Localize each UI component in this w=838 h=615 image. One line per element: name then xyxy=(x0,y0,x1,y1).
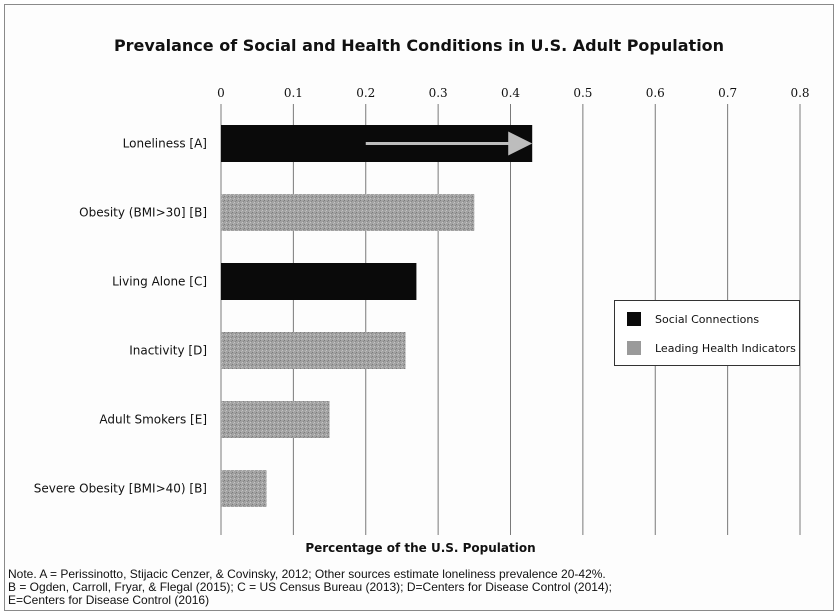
category-label: Living Alone [C] xyxy=(112,275,207,289)
bar xyxy=(221,401,330,438)
x-tick-label: 0.6 xyxy=(646,86,665,100)
legend-item-social: Social Connections xyxy=(627,312,759,326)
category-labels: Loneliness [A] Obesity (BMI>30] [B] Living… xyxy=(34,137,207,496)
legend-item-health: Leading Health Indicators xyxy=(627,341,796,355)
x-tick-label: 0.2 xyxy=(356,86,375,100)
bar xyxy=(221,194,475,231)
bar xyxy=(221,332,406,369)
footnote-line-2: B = Ogden, Carroll, Fryar, & Flegal (201… xyxy=(8,580,612,594)
x-tick-label: 0.5 xyxy=(573,86,592,100)
footnote-line-3: E=Centers for Disease Control (2016) xyxy=(8,593,210,607)
legend-label-health: Leading Health Indicators xyxy=(655,341,796,355)
category-label: Adult Smokers [E] xyxy=(99,413,207,427)
legend-swatch-social xyxy=(627,312,641,326)
category-label: Loneliness [A] xyxy=(123,137,207,151)
bar xyxy=(221,470,267,507)
category-label: Severe Obesity [BMI>40) [B] xyxy=(34,482,207,496)
footnote-line-1: Note. A = Perissinotto, Stijacic Cenzer,… xyxy=(8,567,606,581)
x-tick-label: 0.1 xyxy=(284,86,303,100)
legend-swatch-health xyxy=(627,341,641,355)
category-label: Inactivity [D] xyxy=(129,344,207,358)
x-tick-labels: 0 0.1 0.2 0.3 0.4 0.5 0.6 0.7 0.8 xyxy=(217,86,809,100)
chart-title: Prevalance of Social and Health Conditio… xyxy=(113,36,725,55)
bars xyxy=(221,125,533,507)
legend: Social Connections Leading Health Indica… xyxy=(614,300,800,366)
x-tick-label: 0.4 xyxy=(501,86,520,100)
x-tick-label: 0 xyxy=(217,86,225,100)
x-tick-label: 0.8 xyxy=(790,86,809,100)
bar xyxy=(221,263,417,300)
footnote: Note. A = Perissinotto, Stijacic Cenzer,… xyxy=(8,568,828,607)
x-tick-label: 0.7 xyxy=(718,86,737,100)
x-tick-label: 0.3 xyxy=(429,86,448,100)
legend-label-social: Social Connections xyxy=(655,312,760,326)
category-label: Obesity (BMI>30] [B] xyxy=(79,206,207,220)
x-axis-label: Percentage of the U.S. Population xyxy=(305,541,535,555)
